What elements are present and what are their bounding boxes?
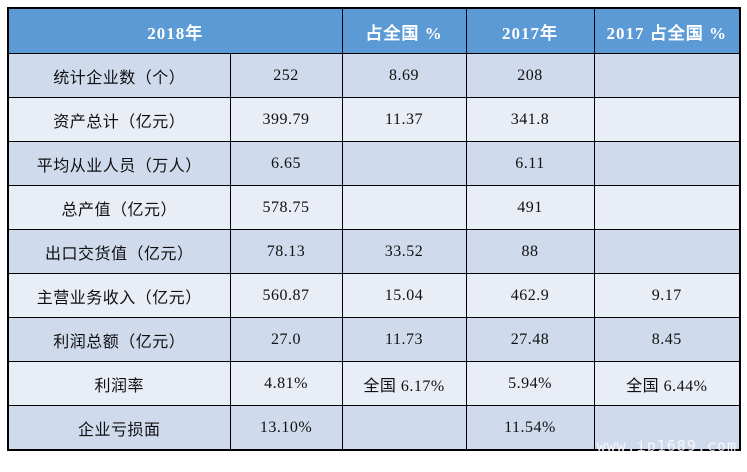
pct-2017 bbox=[593, 53, 741, 98]
pct-2018: 11.37 bbox=[341, 97, 467, 142]
value-2018: 578.75 bbox=[229, 185, 343, 230]
value-2018: 4.81% bbox=[229, 361, 343, 406]
pct-2017: 9.17 bbox=[593, 273, 741, 318]
header-row: 2018年 占全国 % 2017年 2017 占全国 % bbox=[7, 7, 741, 54]
value-2017: 11.54% bbox=[465, 405, 595, 451]
value-2017: 27.48 bbox=[465, 317, 595, 362]
value-2018: 78.13 bbox=[229, 229, 343, 274]
table-header: 2018年 占全国 % 2017年 2017 占全国 % bbox=[7, 7, 741, 54]
pct-2017: 全国 6.44% bbox=[593, 361, 741, 406]
pct-2018 bbox=[341, 141, 467, 186]
value-2018: 6.65 bbox=[229, 141, 343, 186]
value-2017: 208 bbox=[465, 53, 595, 98]
pct-2018 bbox=[341, 185, 467, 230]
table-row: 平均从业人员（万人） 6.65 6.11 bbox=[7, 141, 741, 186]
table-row: 资产总计（亿元） 399.79 11.37 341.8 bbox=[7, 97, 741, 142]
value-2018: 252 bbox=[229, 53, 343, 98]
row-label: 企业亏损面 bbox=[7, 405, 231, 451]
pct-2017 bbox=[593, 229, 741, 274]
value-2017: 5.94% bbox=[465, 361, 595, 406]
row-label: 出口交货值（亿元） bbox=[7, 229, 231, 274]
pct-2018 bbox=[341, 405, 467, 451]
value-2018: 27.0 bbox=[229, 317, 343, 362]
pct-2018: 33.52 bbox=[341, 229, 467, 274]
header-pct-2017: 2017 占全国 % bbox=[593, 7, 741, 54]
pct-2018: 15.04 bbox=[341, 273, 467, 318]
row-label: 主营业务收入（亿元） bbox=[7, 273, 231, 318]
row-label: 利润总额（亿元） bbox=[7, 317, 231, 362]
pct-2018: 全国 6.17% bbox=[341, 361, 467, 406]
row-label: 平均从业人员（万人） bbox=[7, 141, 231, 186]
row-label: 利润率 bbox=[7, 361, 231, 406]
header-pct-2018: 占全国 % bbox=[341, 7, 467, 54]
row-label: 总产值（亿元） bbox=[7, 185, 231, 230]
pct-2017 bbox=[593, 97, 741, 142]
pct-2017: 8.45 bbox=[593, 317, 741, 362]
row-label: 统计企业数（个） bbox=[7, 53, 231, 98]
value-2017: 88 bbox=[465, 229, 595, 274]
value-2018: 399.79 bbox=[229, 97, 343, 142]
row-label: 资产总计（亿元） bbox=[7, 97, 231, 142]
pct-2017 bbox=[593, 185, 741, 230]
value-2017: 6.11 bbox=[465, 141, 595, 186]
table-row: 出口交货值（亿元） 78.13 33.52 88 bbox=[7, 229, 741, 274]
table-row: 主营业务收入（亿元） 560.87 15.04 462.9 9.17 bbox=[7, 273, 741, 318]
header-2018: 2018年 bbox=[7, 7, 343, 54]
value-2017: 462.9 bbox=[465, 273, 595, 318]
table-row: 利润率 4.81% 全国 6.17% 5.94% 全国 6.44% bbox=[7, 361, 741, 406]
pct-2017 bbox=[593, 141, 741, 186]
table-row: 统计企业数（个） 252 8.69 208 bbox=[7, 53, 741, 98]
header-2017: 2017年 bbox=[465, 7, 595, 54]
value-2017: 491 bbox=[465, 185, 595, 230]
pct-2018: 11.73 bbox=[341, 317, 467, 362]
pct-2018: 8.69 bbox=[341, 53, 467, 98]
table-body: 统计企业数（个） 252 8.69 208 资产总计（亿元） 399.79 11… bbox=[7, 53, 741, 451]
pct-2017 bbox=[593, 405, 741, 451]
table-row: 利润总额（亿元） 27.0 11.73 27.48 8.45 bbox=[7, 317, 741, 362]
value-2018: 13.10% bbox=[229, 405, 343, 451]
value-2017: 341.8 bbox=[465, 97, 595, 142]
industry-statistics-table: 2018年 占全国 % 2017年 2017 占全国 % 统计企业数（个） 25… bbox=[7, 7, 741, 451]
value-2018: 560.87 bbox=[229, 273, 343, 318]
table-row: 总产值（亿元） 578.75 491 bbox=[7, 185, 741, 230]
table-row: 企业亏损面 13.10% 11.54% bbox=[7, 405, 741, 451]
